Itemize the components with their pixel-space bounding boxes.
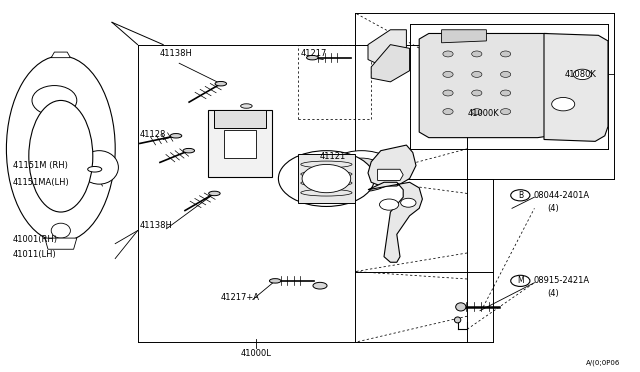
Text: 41000K: 41000K (467, 109, 499, 118)
Circle shape (380, 199, 399, 210)
Text: 41138H: 41138H (140, 221, 172, 230)
Circle shape (511, 190, 530, 201)
Polygon shape (371, 45, 410, 82)
Ellipse shape (313, 282, 327, 289)
Ellipse shape (209, 191, 220, 196)
Circle shape (472, 51, 482, 57)
Text: 41080K: 41080K (565, 70, 597, 79)
Polygon shape (298, 154, 355, 203)
Ellipse shape (269, 279, 281, 283)
Circle shape (500, 109, 511, 115)
Ellipse shape (183, 148, 195, 153)
Circle shape (472, 109, 482, 115)
Text: M: M (517, 276, 524, 285)
Text: A/(0;0P06: A/(0;0P06 (586, 359, 621, 366)
Text: 41128: 41128 (140, 130, 166, 139)
Ellipse shape (241, 104, 252, 108)
Text: 41217+A: 41217+A (221, 293, 260, 302)
Circle shape (443, 90, 453, 96)
Circle shape (500, 51, 511, 57)
Text: 41138H: 41138H (160, 49, 193, 58)
Text: (4): (4) (547, 289, 559, 298)
Circle shape (500, 71, 511, 77)
Ellipse shape (454, 317, 461, 323)
Text: 08044-2401A: 08044-2401A (533, 191, 589, 200)
Polygon shape (368, 145, 416, 186)
Circle shape (302, 164, 351, 193)
Circle shape (443, 51, 453, 57)
Polygon shape (378, 169, 403, 180)
Ellipse shape (307, 55, 318, 60)
Text: 41011(LH): 41011(LH) (13, 250, 56, 259)
Text: 41000L: 41000L (241, 349, 271, 358)
Text: 41217: 41217 (301, 49, 327, 58)
Circle shape (500, 90, 511, 96)
Ellipse shape (456, 303, 466, 311)
Ellipse shape (215, 81, 227, 86)
Text: 41121: 41121 (320, 152, 346, 161)
Circle shape (443, 109, 453, 115)
Text: 08915-2421A: 08915-2421A (533, 276, 589, 285)
Ellipse shape (80, 151, 118, 184)
Text: B: B (518, 191, 523, 200)
Circle shape (339, 158, 384, 184)
Ellipse shape (29, 100, 93, 212)
Circle shape (326, 151, 397, 192)
Ellipse shape (51, 223, 70, 238)
Circle shape (278, 151, 374, 206)
Ellipse shape (32, 86, 77, 115)
Circle shape (472, 71, 482, 77)
Ellipse shape (170, 134, 182, 138)
Polygon shape (208, 110, 272, 177)
Text: (4): (4) (547, 204, 559, 213)
Circle shape (552, 97, 575, 111)
Polygon shape (224, 130, 256, 158)
Polygon shape (368, 182, 422, 262)
Ellipse shape (6, 56, 115, 242)
Circle shape (401, 198, 416, 207)
Circle shape (511, 275, 530, 286)
Polygon shape (419, 33, 557, 138)
Circle shape (472, 90, 482, 96)
Ellipse shape (88, 167, 102, 172)
Polygon shape (214, 110, 266, 128)
Circle shape (573, 69, 591, 80)
Polygon shape (45, 238, 77, 249)
Polygon shape (544, 33, 608, 141)
Polygon shape (368, 30, 406, 67)
Text: 41001(RH): 41001(RH) (13, 235, 58, 244)
Circle shape (443, 71, 453, 77)
Text: 41151MA(LH): 41151MA(LH) (13, 178, 70, 187)
Polygon shape (51, 52, 70, 58)
Text: 41151M (RH): 41151M (RH) (13, 161, 68, 170)
Polygon shape (442, 30, 486, 43)
